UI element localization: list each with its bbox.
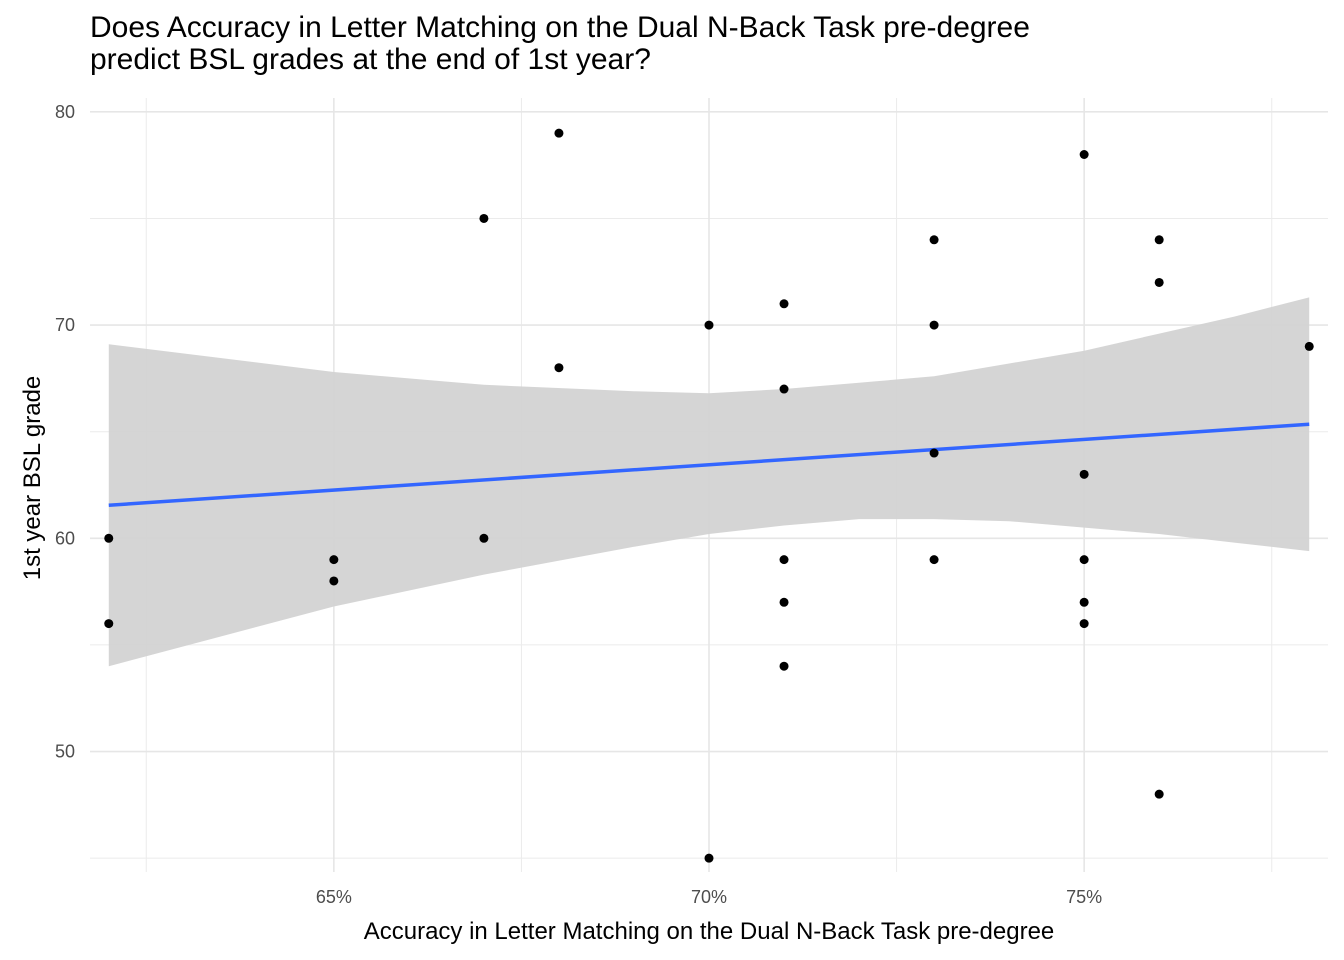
y-tick-label: 80 — [55, 102, 75, 122]
data-point — [1079, 619, 1089, 629]
data-point — [929, 555, 939, 565]
y-tick-label: 60 — [55, 528, 75, 548]
data-point — [479, 213, 489, 223]
data-point — [1079, 150, 1089, 160]
x-axis-label: Accuracy in Letter Matching on the Dual … — [364, 918, 1055, 945]
data-point — [329, 576, 339, 586]
data-points — [104, 128, 1314, 863]
data-point — [1079, 469, 1089, 479]
y-tick-labels: 50 60 70 80 — [55, 102, 75, 762]
data-point — [929, 320, 939, 330]
data-point — [704, 320, 714, 330]
data-point — [779, 299, 789, 309]
data-point — [1079, 597, 1089, 607]
confidence-ribbon — [108, 297, 1310, 667]
x-tick-labels: 65% 70% 75% — [316, 887, 1102, 907]
data-point — [779, 597, 789, 607]
data-point — [104, 533, 114, 543]
regression-line — [108, 422, 1310, 508]
data-point — [779, 661, 789, 671]
data-point — [554, 128, 564, 138]
data-point — [1154, 235, 1164, 245]
data-point — [1154, 277, 1164, 287]
data-point — [1154, 789, 1164, 799]
y-tick-label: 70 — [55, 315, 75, 335]
chart-title-line-1: Does Accuracy in Letter Matching on the … — [90, 11, 1030, 44]
y-tick-label: 50 — [55, 742, 75, 762]
data-point — [479, 533, 489, 543]
data-point — [779, 555, 789, 565]
data-point — [554, 363, 564, 373]
chart-title-line-2: predict BSL grades at the end of 1st yea… — [90, 43, 651, 76]
data-point — [779, 384, 789, 394]
data-point — [104, 619, 114, 629]
data-point — [929, 235, 939, 245]
data-point — [329, 555, 339, 565]
data-point — [1304, 341, 1314, 351]
x-tick-label: 65% — [316, 887, 352, 907]
x-tick-label: 75% — [1066, 887, 1102, 907]
data-point — [1079, 555, 1089, 565]
data-point — [929, 448, 939, 458]
chart-title: Does Accuracy in Letter Matching on the … — [90, 12, 1290, 76]
x-tick-label: 70% — [691, 887, 727, 907]
y-axis-label: 1st year BSL grade — [19, 376, 46, 581]
data-point — [704, 853, 714, 863]
